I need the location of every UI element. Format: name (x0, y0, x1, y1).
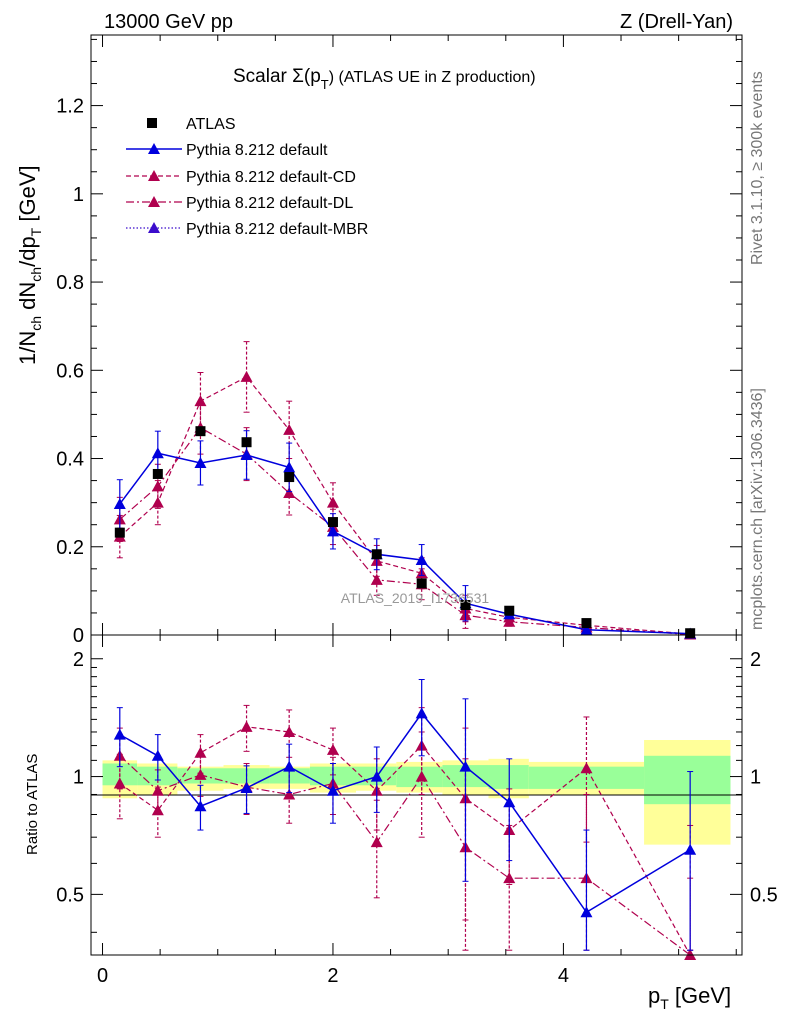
ratio-point-default (283, 760, 296, 772)
point-default (326, 525, 339, 537)
ratio-point-dl (194, 768, 207, 780)
ratio-point-default (459, 760, 472, 772)
legend-atlas-marker (147, 118, 157, 128)
side-text-bottom: mcplots.cern.ch [arXiv:1306.3436] (749, 388, 766, 630)
point-atlas (581, 618, 592, 629)
legend-default-marker (148, 143, 160, 154)
band-inner-11 (644, 755, 731, 805)
point-cd (240, 370, 253, 382)
point-atlas (685, 628, 696, 639)
point-default (151, 447, 164, 459)
ratio-point-default (326, 784, 339, 796)
legend-mbr-label: Pythia 8.212 default-MBR (186, 221, 368, 238)
point-cd (283, 423, 296, 435)
legend-cd-label: Pythia 8.212 default-CD (186, 169, 356, 186)
point-cd (151, 496, 164, 508)
ratio-point-dl (283, 788, 296, 800)
point-atlas (371, 549, 382, 560)
legend-atlas-label: ATLAS (186, 116, 236, 133)
legend-dl-label: Pythia 8.212 default-DL (186, 195, 353, 212)
point-atlas (284, 472, 295, 483)
xtick-label-0: 0 (97, 965, 108, 987)
ratio-ylabel: Ratio to ATLAS (24, 754, 41, 855)
ratio-point-cd (113, 777, 126, 789)
point-atlas (241, 437, 252, 448)
series-line-default (119, 452, 691, 635)
main-ylabel: 1/Nch dNch/dpT [GeV] (15, 165, 44, 365)
ratio-point-default (684, 843, 697, 855)
ratio-point-dl (503, 872, 516, 884)
legend-cd-marker (148, 170, 160, 181)
ratio-point-cd (326, 743, 339, 755)
main-ytick-label-4: 0.8 (56, 272, 84, 294)
point-atlas (327, 517, 338, 528)
ratio-point-cd (283, 725, 296, 737)
ratio-line-cd (119, 726, 691, 956)
point-atlas (504, 605, 515, 616)
main-ytick-label-1: 0.2 (56, 537, 84, 559)
main-ytick-label-6: 1.2 (56, 96, 84, 118)
point-atlas (460, 600, 471, 610)
ratio-line-default (119, 712, 691, 914)
xtick-label-2: 4 (558, 965, 569, 987)
ratio-point-cd (240, 720, 253, 732)
point-atlas (416, 578, 427, 589)
ratio-ytick-label-right-1: 1 (750, 767, 761, 789)
point-default (415, 554, 428, 565)
ratio-line-dl (119, 755, 691, 956)
header-right: Z (Drell-Yan) (620, 11, 733, 33)
point-atlas (152, 468, 163, 479)
ratio-point-dl (415, 770, 428, 782)
main-title: Scalar Σ(pT) (ATLAS UE in Z production) (233, 66, 536, 92)
ratio-ytick-label-0: 0.5 (56, 884, 84, 906)
legend: ATLAS Pythia 8.212 default Pythia 8.212 … (126, 116, 368, 238)
series-line-cd (119, 376, 691, 635)
ratio-point-default (240, 781, 253, 793)
side-text-top: Rivet 3.1.10, ≥ 300k events (749, 71, 766, 265)
watermark: ATLAS_2019_I1736531 (341, 590, 490, 606)
legend-dl-marker (148, 196, 160, 207)
ratio-point-default (370, 770, 383, 782)
point-cd (194, 395, 207, 407)
point-atlas (195, 426, 206, 437)
ratio-point-default (415, 707, 428, 719)
main-ytick-label-2: 0.4 (56, 449, 84, 471)
ratio-ytick-label-right-2: 2 (750, 649, 761, 671)
main-ytick-label-5: 1 (73, 184, 84, 206)
ratio-ytick-label-right-0: 0.5 (750, 884, 778, 906)
ratio-point-cd (151, 804, 164, 816)
ratio-ytick-label-1: 1 (73, 767, 84, 789)
point-default (113, 497, 126, 509)
ratio-point-default (194, 800, 207, 812)
header-left: 13000 GeV pp (104, 11, 233, 33)
ratio-panel: 0.5 0.5 1 1 2 2 0 2 4 Ratio to ATLAS pT [GeV] (24, 634, 778, 1012)
x-axis-label: pT [GeV] (648, 983, 731, 1012)
point-atlas (114, 527, 125, 538)
ratio-point-default (151, 749, 164, 761)
legend-default-label: Pythia 8.212 default (186, 142, 328, 159)
xtick-label-1: 2 (327, 965, 338, 987)
main-ytick-label-0: 0 (73, 625, 84, 647)
main-ytick-label-3: 0.6 (56, 360, 84, 382)
ratio-point-default (113, 728, 126, 740)
ratio-panel-frame (90, 634, 743, 956)
ratio-ytick-label-2: 2 (73, 649, 84, 671)
point-default (194, 456, 207, 468)
ratio-point-cd (194, 746, 207, 758)
ratio-point-dl (370, 836, 383, 848)
ratio-point-default (503, 796, 516, 808)
series-line-dl (119, 426, 691, 636)
ratio-point-dl (151, 784, 164, 796)
ratio-point-default (580, 906, 593, 918)
main-panel: 0 0.2 0.4 0.6 0.8 1 1.2 Scalar Σ(pT) (ATLAS UE… (15, 34, 743, 647)
point-cd (326, 496, 339, 508)
legend-mbr-marker (148, 222, 160, 233)
point-dl (370, 573, 383, 585)
point-default (240, 449, 253, 460)
point-default (283, 461, 296, 473)
point-default (580, 623, 593, 635)
point-dl (283, 486, 296, 498)
ratio-point-cd (580, 762, 593, 774)
